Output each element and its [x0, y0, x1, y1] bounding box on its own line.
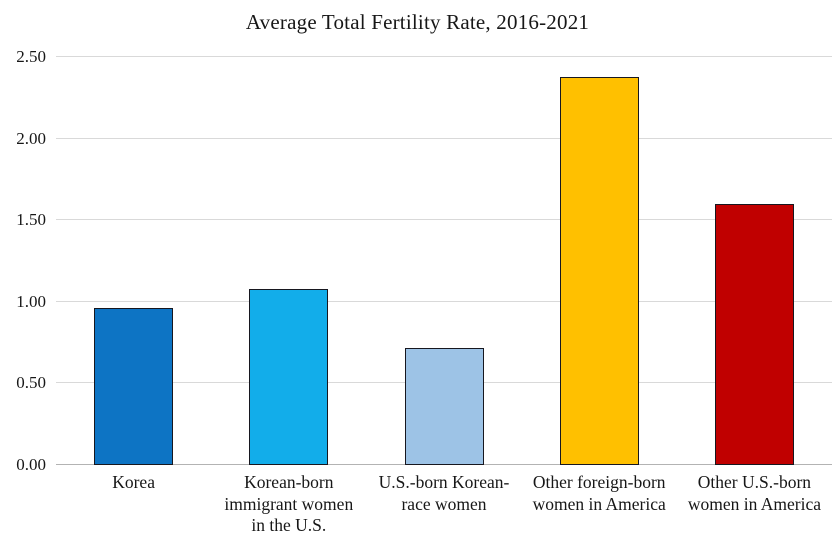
y-axis: 0.00 0.50 1.00 1.50 2.00 2.50: [0, 48, 46, 474]
bar-slot-1: [211, 57, 366, 465]
gridline-1.50: [56, 219, 832, 221]
x-label-0: Korea: [112, 472, 155, 492]
x-label-4: Other U.S.-born women in America: [687, 472, 821, 514]
bar-1: [249, 288, 329, 465]
bar-2: [404, 347, 484, 465]
x-axis: Korea Korean-born immigrant women in the …: [56, 472, 832, 537]
bar-4: [714, 203, 794, 465]
chart-title: Average Total Fertility Rate, 2016-2021: [245, 10, 590, 34]
x-label-1: Korean-born immigrant women in the U.S.: [224, 472, 354, 535]
y-tick-label-0.00: 0.00: [16, 455, 46, 474]
y-tick-label-2.50: 2.50: [16, 47, 46, 66]
plot-area: [56, 56, 832, 465]
gridline-2.00: [56, 137, 832, 139]
bar-3: [559, 76, 639, 465]
y-tick-label-1.50: 1.50: [16, 210, 46, 230]
x-label-2: U.S.-born Korean- race women: [378, 472, 510, 514]
bar-slot-2: [366, 57, 521, 465]
y-tick-label-1.00: 1.00: [16, 291, 46, 311]
bar-0: [94, 308, 174, 465]
gridline-2.50: [56, 56, 832, 57]
bar-slot-4: [677, 57, 832, 465]
x-label-3: Other foreign-born women in America: [532, 472, 666, 514]
bar-series: [56, 57, 832, 465]
gridline-1.00: [56, 300, 832, 302]
bar-slot-0: [56, 57, 211, 465]
y-tick-label-2.00: 2.00: [16, 128, 46, 148]
y-tick-label-0.50: 0.50: [16, 373, 46, 393]
bar-slot-3: [522, 57, 677, 465]
